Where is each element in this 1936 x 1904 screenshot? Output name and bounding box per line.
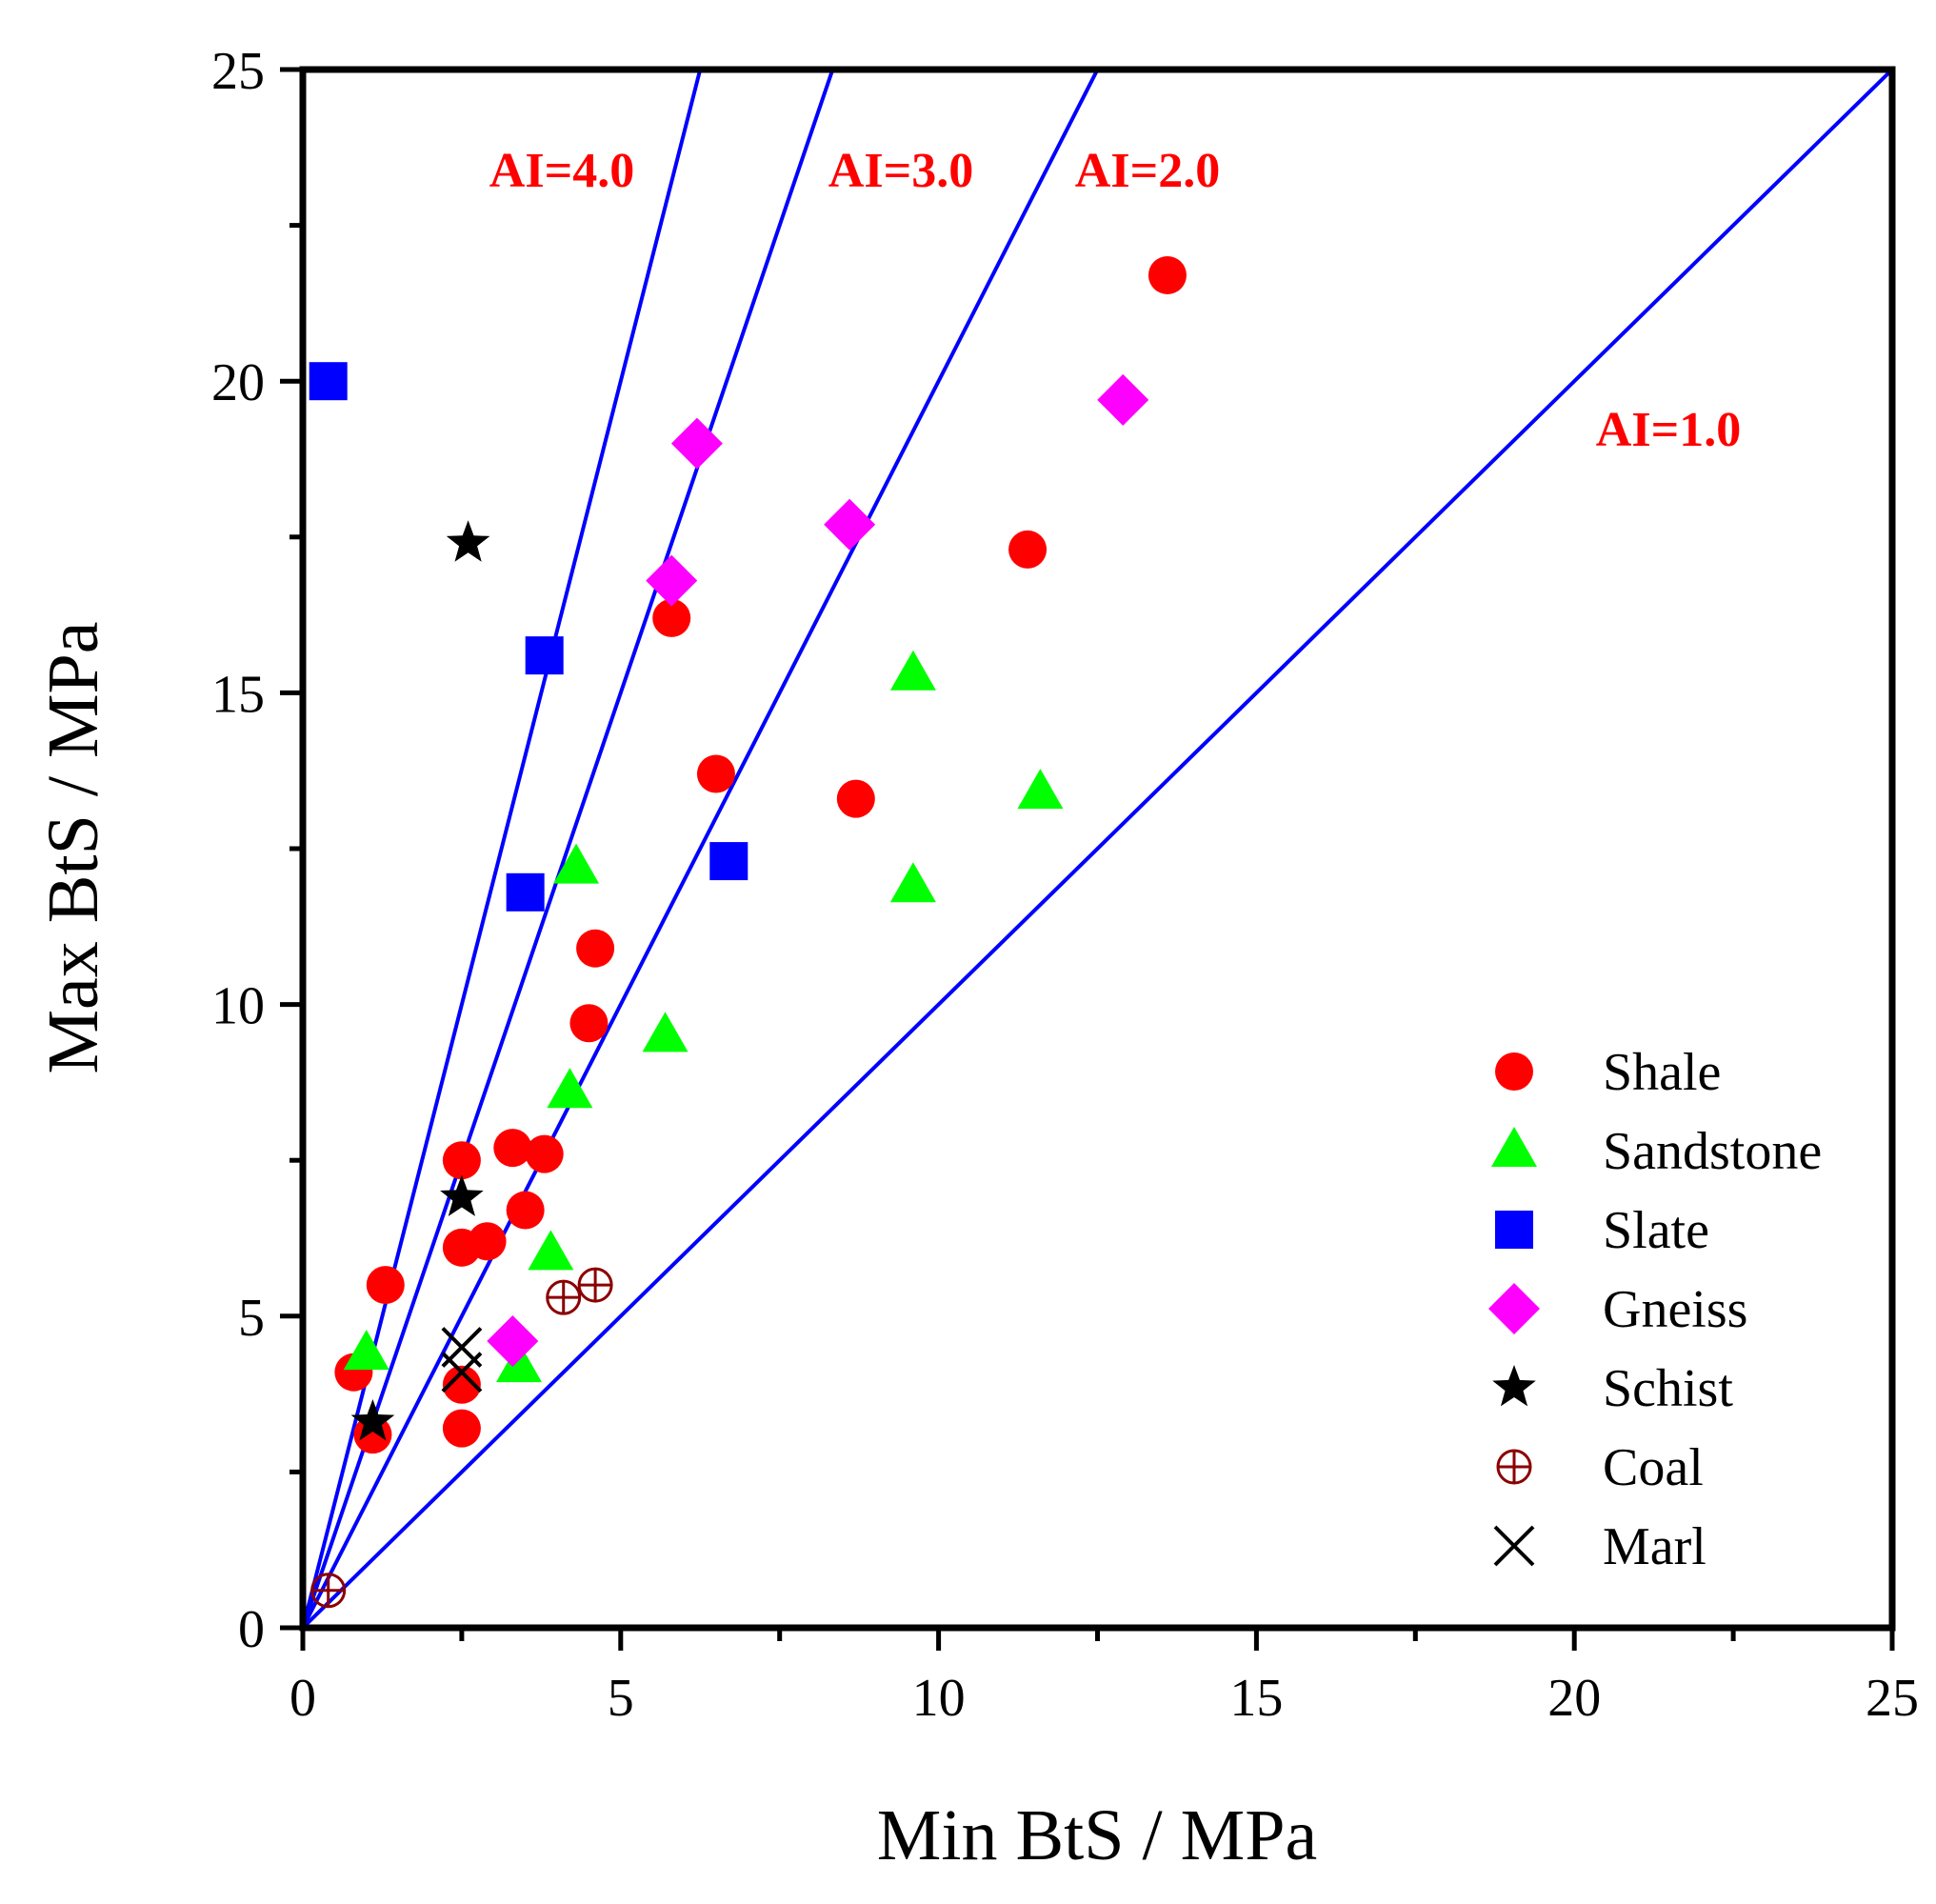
x-tick-label: 20 <box>1547 1669 1601 1728</box>
shale-point <box>442 1409 481 1448</box>
slate-point <box>506 872 545 912</box>
legend-marker-coal <box>1496 1449 1532 1485</box>
shale-point <box>652 598 691 637</box>
legend-marker-marl <box>1493 1525 1535 1567</box>
shale-point <box>836 779 875 818</box>
ref-line-AI=3.0 <box>303 70 835 1628</box>
shale-point <box>493 1129 532 1168</box>
coal-point <box>577 1267 613 1303</box>
sandstone-point <box>642 1012 689 1052</box>
y-tick-label: 20 <box>211 353 265 412</box>
shale-point <box>353 1415 392 1454</box>
x-tick-label: 25 <box>1866 1669 1919 1728</box>
gneiss-point <box>824 498 876 551</box>
shale-point <box>1148 255 1187 294</box>
x-tick-label: 0 <box>289 1669 316 1728</box>
gneiss-point <box>646 554 698 607</box>
legend-marker-slate <box>1495 1211 1533 1249</box>
ref-line-AI=4.0 <box>303 70 703 1628</box>
shale-point <box>696 754 735 793</box>
shale-point <box>442 1141 481 1180</box>
reference-line-labels: AI=4.0 AI=3.0 AI=2.0 AI=1.0 <box>489 144 1741 457</box>
slate-point <box>709 842 748 881</box>
slate-point <box>309 362 348 401</box>
legend-marker-shale <box>1495 1052 1533 1091</box>
sandstone-point <box>889 650 936 691</box>
slate-point <box>525 636 564 675</box>
x-axis-label: Min BtS / MPa <box>877 1795 1317 1875</box>
sandstone-point <box>528 1230 574 1271</box>
sandstone-point <box>553 843 600 884</box>
legend-label-sandstone: Sandstone <box>1603 1122 1822 1181</box>
legend-marker-sandstone <box>1491 1127 1537 1167</box>
data-points <box>309 255 1187 1609</box>
shale-point <box>1008 530 1048 569</box>
coal-point <box>310 1573 347 1609</box>
y-tick-label: 0 <box>238 1600 265 1659</box>
x-tick-label: 10 <box>912 1669 966 1728</box>
ref-line-AI=1.0 <box>303 70 1892 1628</box>
schist-point <box>440 1174 484 1216</box>
x-tick-label: 5 <box>608 1669 634 1728</box>
y-tick-label: 25 <box>211 42 265 101</box>
sandstone-point <box>1017 769 1064 810</box>
shale-point <box>576 929 615 968</box>
legend-label-schist: Schist <box>1603 1359 1733 1418</box>
schist-point <box>446 520 490 562</box>
legend-marker-schist <box>1492 1365 1536 1407</box>
sandstone-point <box>343 1330 389 1371</box>
shale-point <box>442 1365 481 1404</box>
x-axis: 0 5 10 15 20 25 <box>289 1628 1919 1728</box>
sandstone-point <box>495 1342 542 1383</box>
legend-marker-gneiss <box>1488 1283 1540 1334</box>
y-tick-label: 15 <box>211 665 265 724</box>
gneiss-point <box>670 417 723 470</box>
x-tick-label: 15 <box>1229 1669 1283 1728</box>
shale-point <box>366 1266 405 1305</box>
legend-label-gneiss: Gneiss <box>1603 1280 1747 1339</box>
shale-point <box>569 1004 609 1043</box>
ref-line-label: AI=2.0 <box>1075 144 1220 198</box>
coal-point <box>546 1279 582 1315</box>
y-tick-label: 10 <box>211 977 265 1036</box>
y-axis-label: Max BtS / MPa <box>33 621 113 1073</box>
legend-label-shale: Shale <box>1603 1043 1721 1102</box>
sandstone-point <box>547 1068 593 1109</box>
shale-point <box>506 1191 545 1230</box>
reference-lines <box>303 70 1892 1628</box>
legend-label-marl: Marl <box>1603 1517 1706 1576</box>
y-tick-label: 5 <box>238 1289 265 1348</box>
legend-label-coal: Coal <box>1603 1438 1704 1497</box>
schist-point <box>350 1399 395 1441</box>
sandstone-point <box>889 862 936 903</box>
ref-line-label: AI=1.0 <box>1596 403 1741 457</box>
ref-line-AI=2.0 <box>303 70 1100 1628</box>
legend-label-slate: Slate <box>1603 1201 1709 1260</box>
ref-line-label: AI=4.0 <box>489 144 634 198</box>
gneiss-point <box>487 1314 539 1367</box>
shale-point <box>525 1134 564 1173</box>
gneiss-point <box>1097 373 1149 426</box>
ref-line-label: AI=3.0 <box>828 144 973 198</box>
marl-point <box>441 1352 483 1393</box>
y-axis: 0 5 10 15 20 25 <box>211 42 303 1659</box>
legend: Shale Sandstone Slate Gneiss Schist Coal Marl <box>1488 1043 1822 1576</box>
shale-point <box>468 1222 507 1261</box>
